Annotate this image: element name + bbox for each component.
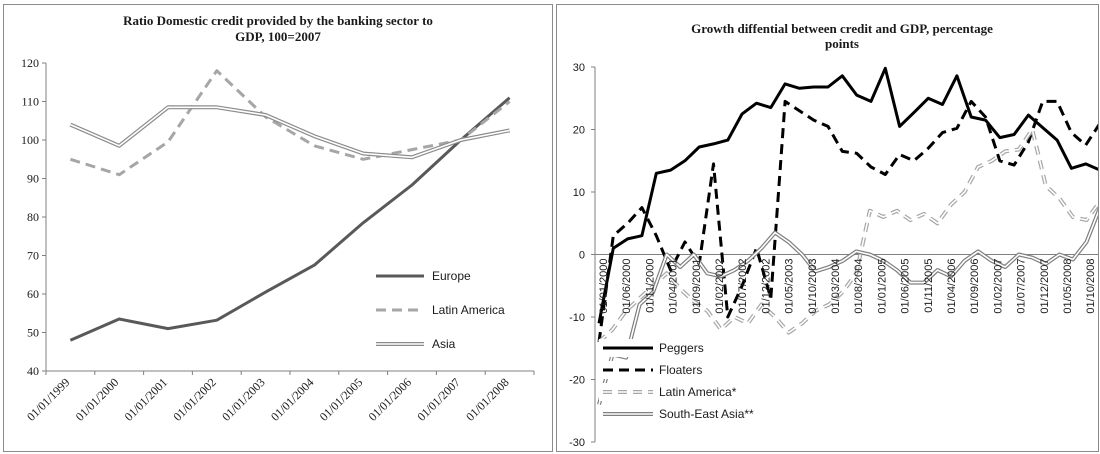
left-y-tick-label: 40 — [27, 364, 39, 378]
left-x-tick-label: 01/01/2003 — [219, 375, 268, 424]
right-x-tick-label: 01/10/2003 — [807, 259, 819, 314]
right-x-tick-label: 01/05/2008 — [1062, 259, 1074, 314]
right-x-tick-label: 01/11/2005 — [923, 259, 935, 313]
right-x-tick-label: 01/01/2005 — [876, 259, 888, 314]
legend-entry: South-East Asia** — [659, 407, 754, 421]
legend-entry: Asia — [432, 337, 456, 351]
left-y-tick-label: 50 — [27, 326, 39, 340]
right-x-tick-label: 01/04/2006 — [946, 259, 958, 314]
right-x-tick-label: 01/05/2003 — [784, 259, 796, 314]
left-x-tick-label: 01/01/2001 — [122, 375, 171, 424]
right-x-tick-label: 01/12/2002 — [760, 259, 772, 314]
left-x-tick-label: 01/01/2005 — [317, 375, 366, 424]
right-y-tick-label: 30 — [573, 62, 585, 74]
right-y-tick-label: 10 — [573, 187, 585, 199]
left-chart-title-line1: Ratio Domestic credit provided by the ba… — [123, 13, 433, 28]
right-y-tick-label: 0 — [579, 250, 585, 262]
left-y-tick-label: 120 — [21, 56, 39, 70]
right-x-tick-label: 01/02/2007 — [992, 259, 1004, 314]
left-chart-panel: Ratio Domestic credit provided by the ba… — [3, 4, 553, 452]
left-x-tick-label: 01/01/2000 — [73, 375, 122, 424]
series-line-latin-america- — [597, 127, 1098, 344]
right-x-tick-label: 01/11/2000 — [644, 259, 656, 313]
left-x-tick-label: 01/01/2007 — [414, 375, 463, 424]
left-y-tick-label: 90 — [27, 172, 39, 186]
left-y-tick-label: 70 — [27, 249, 39, 263]
right-x-tick-label: 01/10/2008 — [1085, 259, 1097, 314]
legend-entry: Latin America* — [659, 385, 737, 399]
legend-entry: Floaters — [659, 363, 702, 377]
right-chart-title-line1: Growth diffential between credit and GDP… — [691, 21, 993, 36]
right-y-tick-label: -30 — [569, 437, 585, 449]
left-y-tick-label: 80 — [27, 210, 39, 224]
right-x-tick-label: 01/09/2001 — [691, 259, 703, 314]
right-x-tick-label: 01/03/2004 — [830, 259, 842, 314]
right-x-tick-label: 01/07/2002 — [737, 259, 749, 314]
right-x-tick-label: 01/01/2000 — [598, 259, 610, 314]
left-y-tick-label: 100 — [21, 133, 39, 147]
right-x-tick-label: 01/08/2004 — [853, 259, 865, 314]
right-y-tick-label: -20 — [569, 375, 585, 387]
left-x-tick-label: 01/01/2004 — [268, 375, 317, 424]
right-y-tick-label: -10 — [569, 312, 585, 324]
series-line-latin-america — [69, 69, 511, 177]
right-x-tick-label: 01/09/2006 — [969, 259, 981, 314]
series-line-asia — [69, 105, 510, 160]
right-x-tick-label: 01/07/2007 — [1016, 258, 1028, 313]
series-line-europe — [69, 96, 511, 342]
left-x-tick-label: 01/01/2002 — [170, 375, 219, 424]
series-line-south-east-asia- — [597, 207, 1098, 406]
left-y-tick-label: 110 — [21, 95, 39, 109]
right-x-tick-label: 01/06/2000 — [621, 259, 633, 314]
series-line-floaters — [597, 99, 1098, 343]
legend-entry: Peggers — [659, 341, 704, 355]
legend-background — [599, 361, 734, 379]
legend-entry: Latin America — [432, 303, 505, 317]
right-chart-title-line2: points — [825, 36, 859, 51]
legend-entry: Europe — [432, 269, 471, 283]
right-x-tick-label: 01/02/2002 — [714, 259, 726, 314]
left-x-tick-label: 01/01/1999 — [24, 375, 73, 424]
right-x-tick-label: 01/12/2007 — [1039, 259, 1051, 314]
legend-background — [599, 339, 734, 357]
credit-ratio-chart: Ratio Domestic credit provided by the ba… — [21, 13, 535, 424]
right-x-tick-label: 01/04/2001 — [668, 259, 680, 314]
left-chart-title-line2: GDP, 100=2007 — [235, 29, 321, 44]
left-x-tick-label: 01/01/2006 — [366, 375, 415, 424]
right-x-tick-label: 01/06/2005 — [900, 259, 912, 314]
growth-differential-chart: Growth diffential between credit and GDP… — [569, 21, 1098, 449]
left-y-tick-label: 60 — [27, 287, 39, 301]
right-chart-panel: Growth diffential between credit and GDP… — [556, 4, 1099, 452]
legend-background — [599, 383, 734, 401]
series-line-peggers — [597, 66, 1098, 324]
left-x-tick-label: 01/01/2008 — [463, 375, 512, 424]
legend-background — [599, 405, 734, 423]
right-y-tick-label: 20 — [573, 125, 585, 137]
